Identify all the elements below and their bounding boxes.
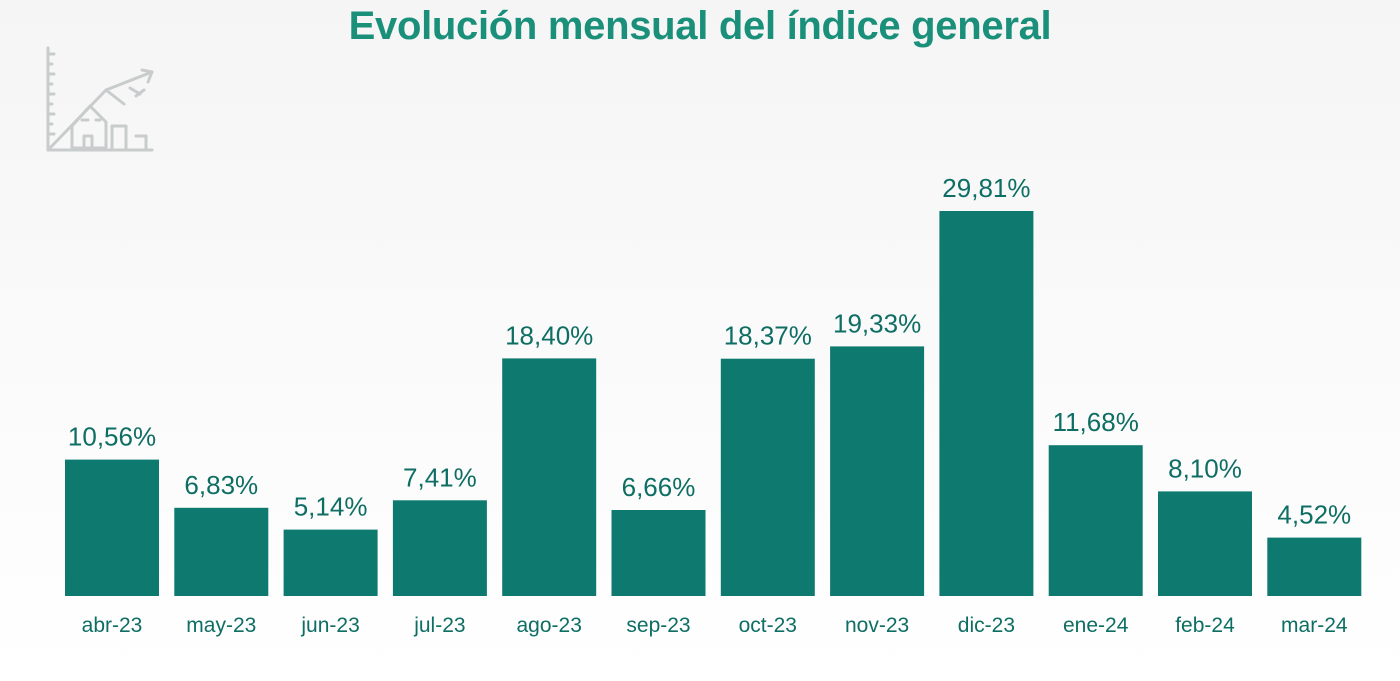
category-label-abr-23: abr-23	[82, 614, 143, 637]
category-label-jul-23: jul-23	[413, 614, 465, 637]
bar-jun-23	[283, 529, 378, 596]
bar-mar-24	[1267, 537, 1362, 596]
chart-title: Evolución mensual del índice general	[348, 4, 1052, 48]
house-growth-chart-icon	[46, 46, 154, 152]
bar-sep-23	[611, 510, 706, 596]
bar-nov-23	[830, 346, 925, 596]
value-label-mar-24: 4,52%	[1277, 500, 1351, 530]
bar-jul-23	[392, 500, 487, 596]
bar-feb-24	[1158, 491, 1252, 596]
category-label-mar-24: mar-24	[1281, 614, 1348, 637]
category-label-ene-24: ene-24	[1063, 614, 1129, 637]
category-label-nov-23: nov-23	[845, 614, 909, 637]
bar-ago-23	[502, 358, 597, 596]
value-label-sep-23: 6,66%	[622, 472, 696, 502]
value-label-dic-23: 29,81%	[942, 173, 1030, 203]
category-label-ago-23: ago-23	[517, 614, 582, 637]
category-label-feb-24: feb-24	[1175, 614, 1235, 637]
category-label-dic-23: dic-23	[958, 614, 1015, 637]
value-label-nov-23: 19,33%	[833, 308, 921, 338]
bar-oct-23	[720, 358, 815, 596]
category-label-jun-23: jun-23	[300, 614, 359, 637]
bar-ene-24	[1048, 445, 1143, 596]
value-label-jun-23: 5,14%	[294, 492, 368, 522]
value-label-oct-23: 18,37%	[724, 321, 812, 351]
value-label-abr-23: 10,56%	[68, 422, 156, 452]
value-label-feb-24: 8,10%	[1168, 453, 1242, 483]
bar-dic-23	[939, 211, 1034, 596]
value-label-ene-24: 11,68%	[1053, 407, 1139, 437]
value-label-ago-23: 18,40%	[505, 320, 593, 350]
value-label-jul-23: 7,41%	[403, 462, 477, 492]
category-label-may-23: may-23	[186, 614, 256, 637]
bar-abr-23	[65, 459, 159, 596]
category-label-sep-23: sep-23	[626, 614, 690, 637]
bar-may-23	[174, 507, 269, 596]
category-label-oct-23: oct-23	[739, 614, 797, 637]
value-label-may-23: 6,83%	[184, 470, 258, 500]
